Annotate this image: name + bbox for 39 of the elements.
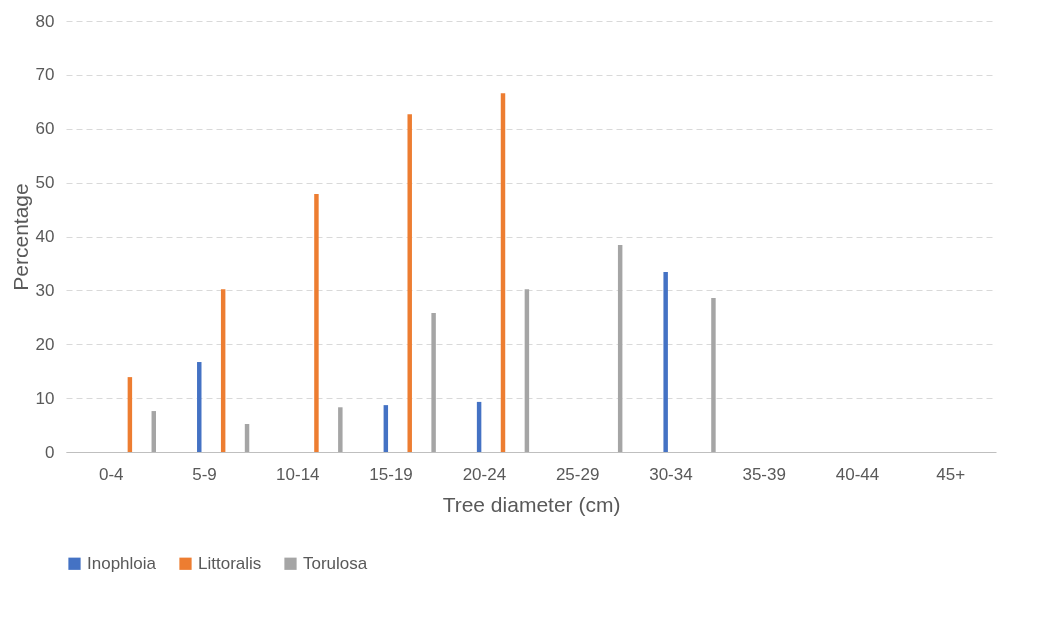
y-tick-label: 0: [45, 442, 55, 462]
bar: [500, 93, 506, 452]
bar: [524, 289, 530, 452]
x-tick-label: 45+: [936, 464, 966, 484]
bar: [431, 313, 436, 452]
y-tick-label: 30: [35, 280, 55, 300]
bar: [383, 405, 389, 452]
x-tick-label: 15-19: [369, 464, 413, 484]
legend-label: Littoralis: [198, 553, 262, 573]
bar: [338, 407, 343, 452]
legend-label: Inophloia: [87, 553, 157, 573]
y-tick-label: 40: [35, 227, 55, 246]
x-tick-label: 0-4: [98, 464, 124, 484]
x-tick-label: 30-34: [649, 464, 693, 484]
y-tick-label: 70: [35, 65, 55, 85]
x-axis-title: Tree diameter (cm): [442, 492, 621, 516]
x-tick-label: 10-14: [276, 464, 320, 484]
y-axis-title: Percentage: [8, 183, 32, 291]
x-tick-label: 25-29: [555, 464, 600, 484]
bar: [617, 245, 623, 452]
x-tick-label: 40-44: [835, 464, 880, 484]
bar: [314, 193, 319, 452]
bar: [663, 272, 668, 452]
bar: [197, 362, 202, 452]
y-tick-label: 10: [35, 388, 55, 408]
bar: [151, 411, 156, 452]
bar: [244, 423, 250, 452]
bar: [711, 297, 716, 452]
legend-label: Torulosa: [303, 553, 368, 573]
x-tick-label: 20-24: [462, 464, 507, 484]
y-tick-label: 80: [35, 11, 55, 31]
y-tick-label: 50: [35, 173, 55, 193]
y-tick-label: 20: [35, 334, 55, 354]
x-tick-label: 5-9: [192, 464, 217, 484]
bar: [407, 114, 412, 452]
bar: [127, 377, 133, 452]
x-tick-label: 35-39: [742, 464, 786, 484]
bar: [220, 289, 226, 452]
y-tick-label: 60: [35, 119, 55, 139]
